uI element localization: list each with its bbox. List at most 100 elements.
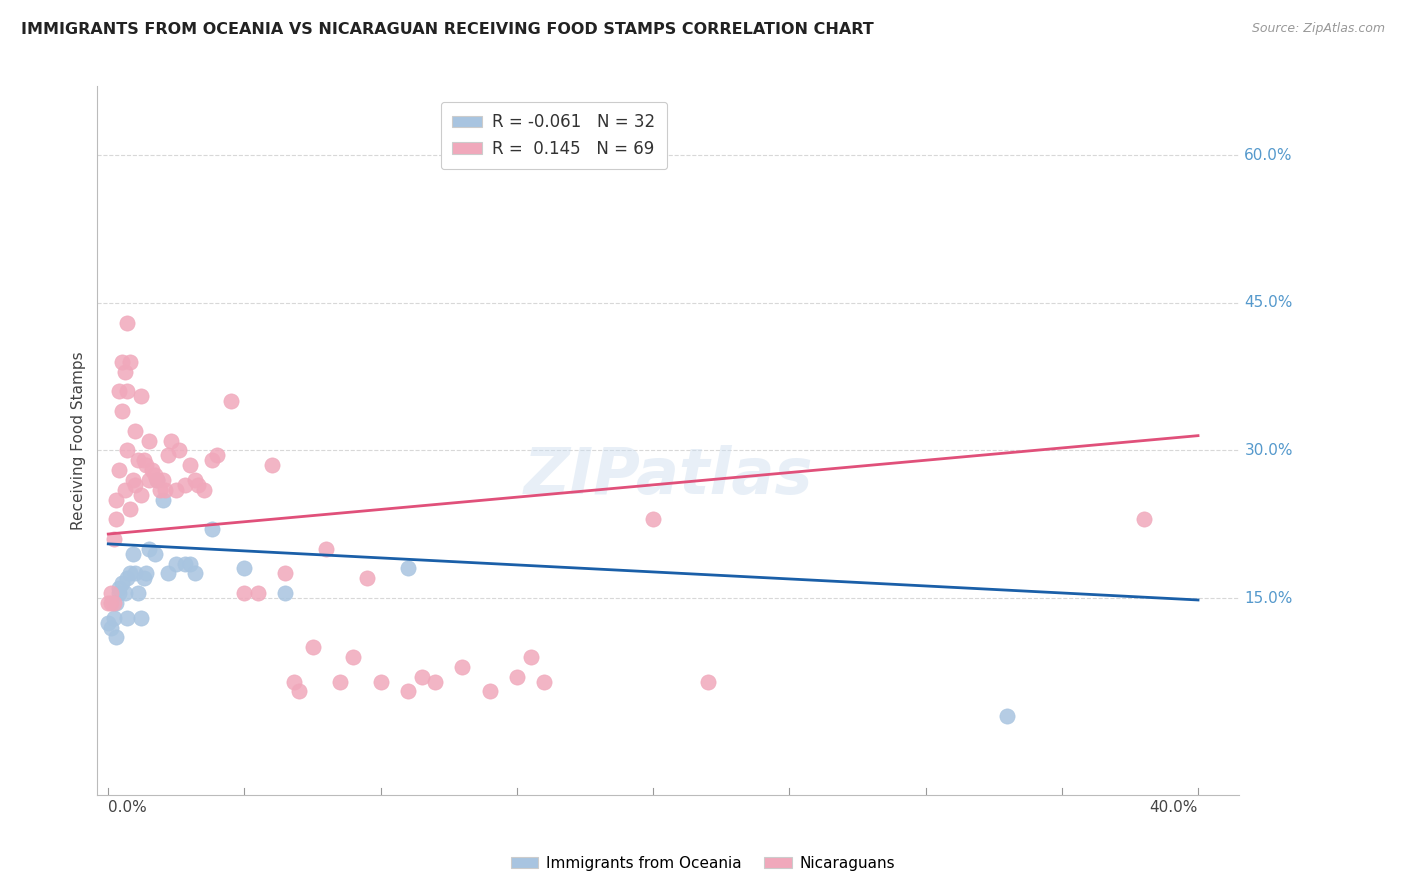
- Point: [105, 492, 128, 507]
- Point: [315, 541, 337, 556]
- Legend: Immigrants from Oceania, Nicaraguans: Immigrants from Oceania, Nicaraguans: [505, 850, 901, 877]
- Point: [146, 473, 169, 487]
- Point: [696, 674, 718, 689]
- Point: [127, 453, 149, 467]
- Point: [135, 458, 157, 472]
- Point: [108, 581, 131, 595]
- Point: [173, 478, 195, 492]
- Point: [329, 674, 352, 689]
- Point: [105, 512, 128, 526]
- Point: [146, 473, 169, 487]
- Point: [118, 566, 141, 581]
- Point: [105, 596, 128, 610]
- Point: [643, 512, 665, 526]
- Point: [97, 596, 120, 610]
- Text: 45.0%: 45.0%: [1244, 295, 1292, 310]
- Point: [108, 586, 131, 600]
- Text: 0.0%: 0.0%: [108, 800, 148, 814]
- Point: [114, 483, 136, 497]
- Point: [157, 566, 180, 581]
- Point: [100, 621, 122, 635]
- Point: [233, 586, 256, 600]
- Point: [342, 650, 364, 665]
- Point: [129, 389, 152, 403]
- Text: 40.0%: 40.0%: [1150, 800, 1198, 814]
- Point: [127, 586, 149, 600]
- Point: [124, 566, 146, 581]
- Point: [132, 571, 155, 585]
- Point: [129, 488, 152, 502]
- Point: [117, 316, 139, 330]
- Point: [519, 650, 541, 665]
- Point: [132, 453, 155, 467]
- Text: 60.0%: 60.0%: [1244, 148, 1294, 162]
- Point: [105, 631, 128, 645]
- Point: [451, 660, 474, 674]
- Point: [260, 458, 283, 472]
- Text: 15.0%: 15.0%: [1244, 591, 1292, 606]
- Point: [117, 571, 139, 585]
- Point: [155, 483, 177, 497]
- Point: [288, 684, 311, 698]
- Point: [173, 557, 195, 571]
- Point: [283, 674, 305, 689]
- Point: [103, 596, 125, 610]
- Point: [157, 448, 180, 462]
- Point: [184, 473, 207, 487]
- Point: [396, 561, 419, 575]
- Point: [114, 586, 136, 600]
- Point: [117, 443, 139, 458]
- Point: [356, 571, 378, 585]
- Point: [219, 394, 242, 409]
- Point: [129, 610, 152, 624]
- Y-axis label: Receiving Food Stamps: Receiving Food Stamps: [72, 351, 86, 530]
- Point: [205, 448, 228, 462]
- Point: [143, 547, 166, 561]
- Point: [167, 443, 190, 458]
- Point: [396, 684, 419, 698]
- Point: [152, 473, 174, 487]
- Point: [100, 596, 122, 610]
- Point: [100, 586, 122, 600]
- Point: [111, 576, 134, 591]
- Point: [152, 492, 174, 507]
- Point: [160, 434, 183, 448]
- Point: [143, 468, 166, 483]
- Point: [138, 434, 160, 448]
- Point: [108, 463, 131, 477]
- Point: [478, 684, 501, 698]
- Point: [97, 615, 120, 630]
- Point: [370, 674, 392, 689]
- Point: [117, 384, 139, 399]
- Point: [274, 566, 297, 581]
- Point: [121, 473, 143, 487]
- Point: [118, 355, 141, 369]
- Text: 30.0%: 30.0%: [1244, 443, 1294, 458]
- Point: [114, 365, 136, 379]
- Point: [533, 674, 555, 689]
- Legend: R = -0.061   N = 32, R =  0.145   N = 69: R = -0.061 N = 32, R = 0.145 N = 69: [440, 102, 668, 169]
- Point: [111, 355, 134, 369]
- Point: [247, 586, 270, 600]
- Point: [201, 522, 224, 536]
- Point: [301, 640, 323, 655]
- Point: [103, 532, 125, 546]
- Point: [179, 458, 201, 472]
- Point: [111, 404, 134, 418]
- Point: [179, 557, 201, 571]
- Point: [103, 610, 125, 624]
- Point: [108, 384, 131, 399]
- Point: [138, 541, 160, 556]
- Point: [124, 424, 146, 438]
- Point: [193, 483, 215, 497]
- Point: [187, 478, 209, 492]
- Point: [425, 674, 447, 689]
- Point: [124, 478, 146, 492]
- Point: [135, 566, 157, 581]
- Point: [121, 547, 143, 561]
- Point: [138, 473, 160, 487]
- Point: [165, 557, 187, 571]
- Point: [117, 610, 139, 624]
- Point: [995, 709, 1018, 723]
- Point: [201, 453, 224, 467]
